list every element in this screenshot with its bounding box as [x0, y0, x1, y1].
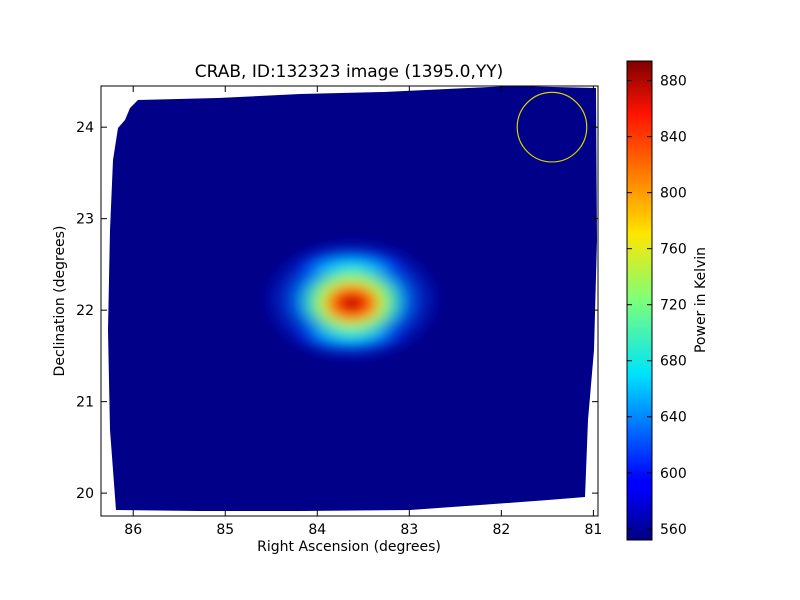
- x-tick-label: 86: [124, 522, 142, 538]
- colorbar-frame: [626, 60, 653, 541]
- y-tick-label: 22: [76, 303, 94, 319]
- y-tick-label: 24: [76, 120, 94, 136]
- x-axis-label: Right Ascension (degrees): [257, 539, 441, 555]
- x-tick-label: 85: [216, 522, 234, 538]
- x-tick-label: 84: [308, 522, 326, 538]
- y-axis-ticks: 20 21 22 23 24: [76, 120, 598, 502]
- colorbar-gradient: [627, 61, 652, 540]
- colorbar-tick-label: 680: [660, 354, 687, 370]
- x-axis-ticks: 86 85 84 83 82 81: [124, 86, 602, 538]
- colorbar-tick-label: 880: [660, 74, 687, 90]
- colorbar-tick-label: 840: [660, 130, 687, 146]
- plot-frame: [100, 85, 599, 517]
- x-tick-label: 81: [584, 522, 602, 538]
- x-tick-label: 82: [492, 522, 510, 538]
- chart-title: CRAB, ID:132323 image (1395.0,YY): [195, 62, 504, 82]
- y-tick-label: 20: [76, 486, 94, 502]
- colorbar: 560 600 640 680 720 760 800 840 880 Power in Kel…: [626, 60, 709, 541]
- colorbar-label: Power in Kelvin: [693, 247, 709, 353]
- colorbar-tick-label: 640: [660, 410, 687, 426]
- y-axis-label: Declination (degrees): [52, 226, 68, 377]
- colorbar-ticks: 560 600 640 680 720 760 800 840 880: [627, 74, 687, 538]
- beam-circle-annotation: [516, 91, 588, 163]
- radio-source-emission: [260, 238, 444, 362]
- colorbar-tick-label: 760: [660, 242, 687, 258]
- colorbar-tick-label: 560: [660, 522, 687, 538]
- colorbar-tick-label: 600: [660, 466, 687, 482]
- colorbar-tick-label: 800: [660, 186, 687, 202]
- colorbar-tick-label: 720: [660, 298, 687, 314]
- y-tick-label: 21: [76, 395, 94, 411]
- heatmap-plot-area: 86 85 84 83 82 81 20 21 22 23 24: [76, 85, 602, 538]
- y-tick-label: 23: [76, 212, 94, 228]
- x-tick-label: 83: [400, 522, 418, 538]
